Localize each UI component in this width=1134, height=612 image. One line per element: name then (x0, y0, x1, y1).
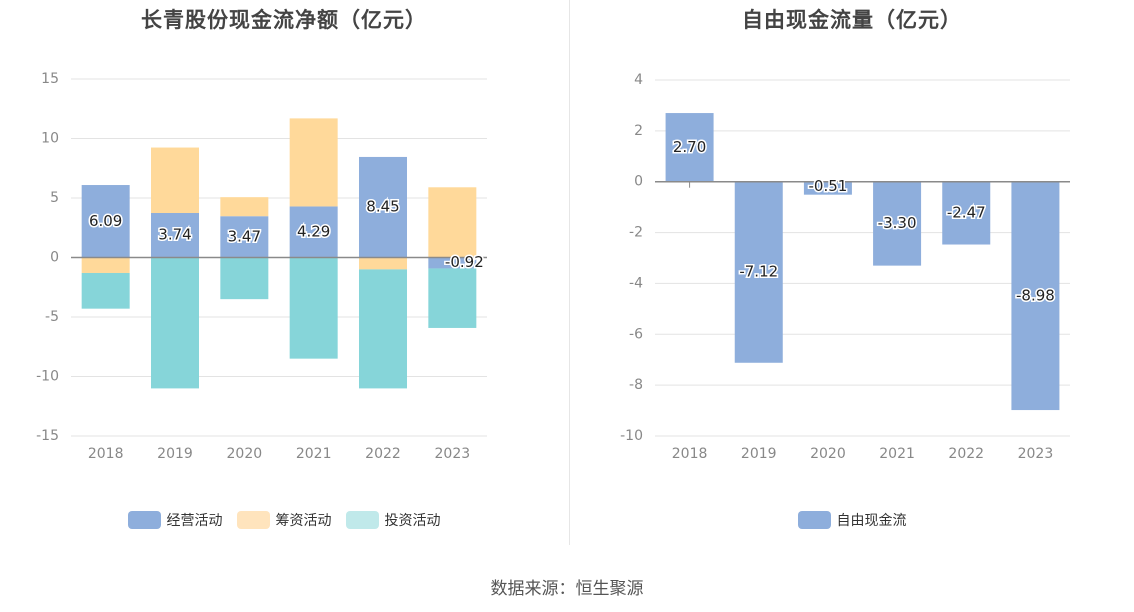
bar-segment (220, 216, 269, 258)
bar (665, 113, 714, 182)
legend-swatch-financing (236, 511, 270, 529)
legend-label: 自由现金流 (836, 513, 907, 529)
legend: 经营活动 筹资活动 投资活动 (0, 510, 568, 530)
x-tick-label: 2019 (741, 446, 777, 462)
bar-segment (81, 272, 130, 309)
legend-item-financing[interactable]: 筹资活动 (236, 510, 332, 530)
legend-label: 经营活动 (166, 513, 223, 529)
y-tick-label: -6 (629, 326, 643, 342)
free-cashflow-chart: 自由现金流量（亿元） 4 2 0 -2 -4 -6 -8 -10 2018 2019 2020 202… (570, 0, 1134, 560)
y-tick-label: 0 (50, 250, 59, 266)
x-tick-label: 2021 (879, 446, 915, 462)
bar-segment (428, 257, 477, 269)
y-tick-label: 5 (50, 190, 59, 206)
bar-segment (289, 118, 338, 207)
x-tick-label: 2022 (948, 446, 984, 462)
legend-item-free-cashflow[interactable]: 自由现金流 (797, 510, 907, 530)
bar-segment (289, 257, 338, 359)
data-label: 3.74 (158, 226, 191, 244)
bar-segment (359, 156, 407, 258)
free-cashflow-plot: 4 2 0 -2 -4 -6 -8 -10 2018 2019 2020 2021 2022 2023 2.… (620, 72, 1070, 462)
y-tick-label: 2 (634, 123, 643, 139)
x-tick-label: 2021 (296, 446, 332, 462)
bar (873, 181, 922, 266)
y-tick-label: -15 (36, 428, 59, 444)
bar-segment (428, 268, 477, 328)
bar-segment (220, 197, 269, 217)
x-tick-label: 2018 (672, 446, 708, 462)
bar-segment (289, 206, 338, 258)
bar-segment (359, 269, 407, 389)
bar-segment (359, 257, 407, 270)
bar (942, 181, 991, 245)
data-label: -0.92 (445, 253, 484, 271)
bar-segment (81, 257, 130, 273)
legend-swatch-investing (345, 511, 379, 529)
bar-segment (151, 147, 199, 213)
x-tick-label: 2019 (157, 446, 193, 462)
net-cashflow-chart: 长青股份现金流净额（亿元） 15 10 5 0 -5 -10 -15 2018 2019 2020… (0, 0, 568, 560)
legend-label: 筹资活动 (275, 513, 332, 529)
data-label: 8.45 (366, 198, 399, 216)
data-label: -3.30 (878, 214, 917, 232)
data-label: -7.12 (739, 263, 778, 281)
x-tick-label: 2020 (810, 446, 846, 462)
bar-segment (428, 187, 477, 258)
data-label: 4.29 (297, 222, 330, 240)
panel-divider (569, 0, 570, 545)
legend-swatch-operating (127, 511, 161, 529)
x-tick-label: 2018 (88, 446, 124, 462)
data-label: -0.51 (809, 177, 848, 195)
y-tick-label: -10 (36, 369, 59, 385)
data-source: 数据来源：恒生聚源 (490, 579, 644, 599)
x-tick-label: 2023 (435, 446, 471, 462)
y-tick-label: 4 (634, 72, 643, 88)
data-label: -2.47 (947, 204, 986, 222)
y-tick-label: -2 (629, 225, 643, 241)
data-label: 3.47 (228, 227, 261, 245)
chart-title: 长青股份现金流净额（亿元） (141, 8, 427, 32)
bar (734, 181, 783, 363)
bar-segment (220, 257, 269, 300)
y-tick-label: -4 (629, 275, 643, 291)
bar (1011, 181, 1060, 411)
net-cashflow-plot: 15 10 5 0 -5 -10 -15 2018 2019 2020 2021 2022 2023 6.… (36, 71, 487, 462)
legend-item-investing[interactable]: 投资活动 (345, 510, 441, 530)
chart-title: 自由现金流量（亿元） (742, 8, 962, 32)
x-tick-label: 2022 (365, 446, 401, 462)
x-tick-label: 2023 (1018, 446, 1054, 462)
bar-segment (81, 185, 130, 258)
bar-segment (151, 257, 199, 389)
legend-item-operating[interactable]: 经营活动 (127, 510, 223, 530)
legend-swatch-free-cashflow (797, 511, 831, 529)
x-tick-label: 2020 (227, 446, 263, 462)
data-label: 6.09 (89, 212, 122, 230)
data-label: -8.98 (1016, 286, 1055, 304)
legend-label: 投资活动 (384, 513, 441, 529)
y-tick-label: 0 (634, 174, 643, 190)
legend: 自由现金流 (570, 510, 1134, 530)
bar-segment (151, 212, 199, 258)
y-tick-label: -8 (629, 377, 643, 393)
bar (803, 181, 852, 195)
y-tick-label: -10 (620, 428, 643, 444)
y-tick-label: 10 (41, 131, 59, 147)
y-tick-label: 15 (41, 71, 59, 87)
y-tick-label: -5 (45, 309, 59, 325)
data-label: 2.70 (673, 138, 706, 156)
